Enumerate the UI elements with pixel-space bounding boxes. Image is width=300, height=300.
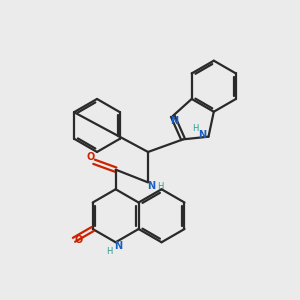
Text: N: N bbox=[170, 116, 178, 126]
Text: O: O bbox=[75, 235, 83, 245]
Text: N: N bbox=[147, 181, 155, 191]
Text: N: N bbox=[115, 241, 123, 251]
Text: N: N bbox=[199, 130, 207, 140]
Text: H: H bbox=[193, 124, 199, 133]
Text: O: O bbox=[86, 152, 94, 162]
Text: H: H bbox=[106, 247, 113, 256]
Text: H: H bbox=[157, 182, 163, 191]
